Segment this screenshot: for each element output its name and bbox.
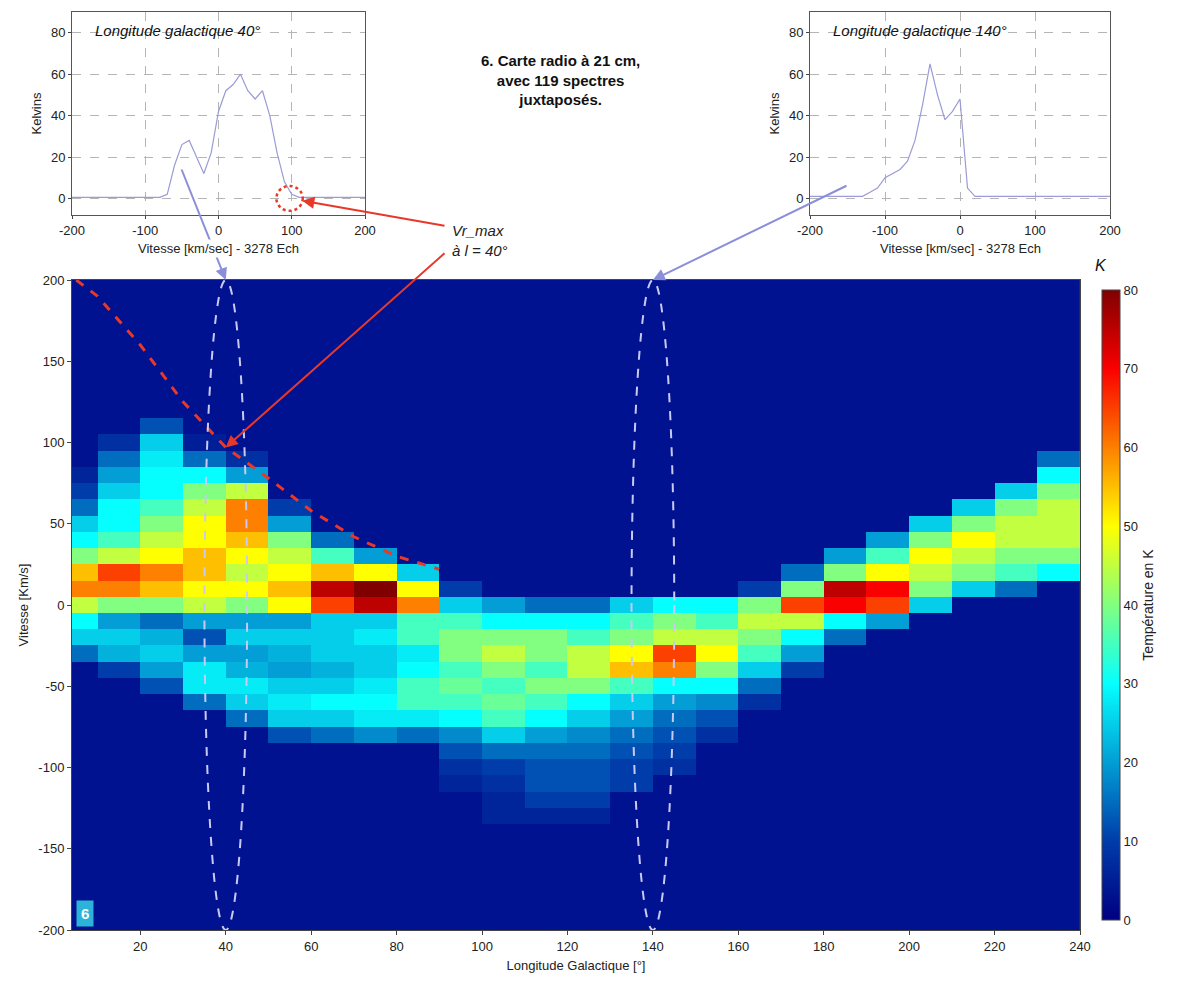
svg-text:80: 80 bbox=[1124, 283, 1138, 298]
svg-text:160: 160 bbox=[727, 939, 749, 954]
svg-text:Vitesse [Km/s]: Vitesse [Km/s] bbox=[16, 564, 31, 647]
svg-text:10: 10 bbox=[1124, 834, 1138, 849]
svg-text:80: 80 bbox=[389, 939, 403, 954]
svg-text:60: 60 bbox=[789, 67, 803, 82]
svg-text:K: K bbox=[1095, 257, 1107, 274]
svg-text:20: 20 bbox=[1124, 755, 1138, 770]
svg-text:Kelvins: Kelvins bbox=[767, 92, 782, 134]
svg-text:240: 240 bbox=[1069, 939, 1091, 954]
svg-text:0: 0 bbox=[1124, 913, 1131, 928]
svg-text:20: 20 bbox=[133, 939, 147, 954]
svg-text:30: 30 bbox=[1124, 676, 1138, 691]
svg-text:120: 120 bbox=[557, 939, 579, 954]
svg-text:0: 0 bbox=[956, 223, 963, 238]
svg-text:6: 6 bbox=[81, 905, 89, 922]
svg-text:100: 100 bbox=[471, 939, 493, 954]
svg-text:Température en K: Température en K bbox=[1140, 549, 1156, 661]
svg-text:50: 50 bbox=[1124, 519, 1138, 534]
svg-text:Longitude Galactique [°]: Longitude Galactique [°] bbox=[507, 958, 646, 973]
svg-text:0: 0 bbox=[57, 598, 64, 613]
svg-text:40: 40 bbox=[1124, 598, 1138, 613]
svg-text:20: 20 bbox=[51, 150, 65, 165]
svg-text:Vitesse [km/sec] - 3278 Ech: Vitesse [km/sec] - 3278 Ech bbox=[138, 241, 299, 256]
svg-text:200: 200 bbox=[354, 223, 376, 238]
svg-text:200: 200 bbox=[898, 939, 920, 954]
svg-text:Kelvins: Kelvins bbox=[29, 92, 44, 134]
svg-text:-200: -200 bbox=[797, 223, 823, 238]
svg-text:100: 100 bbox=[281, 223, 303, 238]
svg-text:80: 80 bbox=[789, 25, 803, 40]
svg-text:Vitesse [km/sec] - 3278 Ech: Vitesse [km/sec] - 3278 Ech bbox=[880, 241, 1041, 256]
svg-text:200: 200 bbox=[43, 273, 65, 288]
svg-text:50: 50 bbox=[50, 516, 64, 531]
svg-text:140: 140 bbox=[642, 939, 664, 954]
svg-text:80: 80 bbox=[51, 25, 65, 40]
svg-text:200: 200 bbox=[1099, 223, 1121, 238]
svg-text:-50: -50 bbox=[46, 679, 65, 694]
svg-text:150: 150 bbox=[43, 354, 65, 369]
svg-text:40: 40 bbox=[51, 108, 65, 123]
svg-text:220: 220 bbox=[984, 939, 1006, 954]
svg-text:60: 60 bbox=[304, 939, 318, 954]
svg-text:-100: -100 bbox=[872, 223, 898, 238]
svg-text:40: 40 bbox=[219, 939, 233, 954]
svg-text:Vr_maxà l = 40°: Vr_maxà l = 40° bbox=[452, 222, 508, 259]
svg-text:-100: -100 bbox=[132, 223, 158, 238]
svg-text:-100: -100 bbox=[38, 760, 64, 775]
svg-text:60: 60 bbox=[1124, 440, 1138, 455]
svg-text:0: 0 bbox=[58, 191, 65, 206]
svg-text:70: 70 bbox=[1124, 361, 1138, 376]
svg-text:0: 0 bbox=[796, 191, 803, 206]
svg-text:Longitude galactique 140°: Longitude galactique 140° bbox=[833, 22, 1007, 39]
svg-text:100: 100 bbox=[43, 435, 65, 450]
svg-text:-200: -200 bbox=[59, 223, 85, 238]
svg-text:Longitude galactique 40°: Longitude galactique 40° bbox=[95, 22, 260, 39]
svg-text:60: 60 bbox=[51, 67, 65, 82]
svg-text:20: 20 bbox=[789, 150, 803, 165]
svg-text:40: 40 bbox=[789, 108, 803, 123]
svg-text:100: 100 bbox=[1024, 223, 1046, 238]
svg-text:0: 0 bbox=[215, 223, 222, 238]
svg-text:-200: -200 bbox=[38, 923, 64, 938]
svg-text:-150: -150 bbox=[38, 841, 64, 856]
svg-text:180: 180 bbox=[813, 939, 835, 954]
svg-text:6. Carte radio à 21 cm,avec 11: 6. Carte radio à 21 cm,avec 119 spectres… bbox=[481, 52, 640, 108]
